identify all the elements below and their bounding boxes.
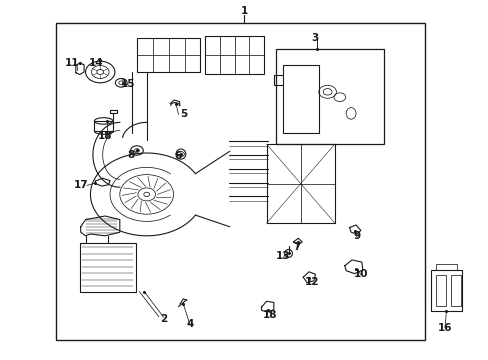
- Bar: [450, 275, 460, 306]
- Text: 2: 2: [160, 314, 167, 324]
- Text: 15: 15: [121, 78, 135, 89]
- Text: 8: 8: [127, 150, 134, 160]
- Bar: [94, 121, 113, 131]
- Bar: [435, 264, 456, 270]
- Bar: [276, 49, 383, 144]
- Text: 14: 14: [88, 58, 103, 68]
- Bar: [435, 275, 445, 306]
- Text: 13: 13: [275, 251, 289, 261]
- Text: 17: 17: [73, 180, 88, 190]
- Text: 4: 4: [185, 319, 193, 329]
- Bar: [430, 270, 461, 311]
- Bar: [137, 38, 200, 72]
- Text: 6: 6: [174, 150, 181, 161]
- Text: 12: 12: [304, 276, 319, 287]
- Text: 3: 3: [311, 33, 318, 43]
- Bar: [205, 36, 264, 74]
- Text: 1: 1: [241, 6, 247, 16]
- Text: 18: 18: [262, 310, 277, 320]
- Bar: [282, 65, 319, 133]
- Text: 5: 5: [180, 109, 186, 120]
- Text: 10: 10: [353, 269, 367, 279]
- Bar: [80, 243, 136, 292]
- Text: 9: 9: [353, 231, 360, 241]
- Text: 7: 7: [293, 242, 301, 252]
- Text: 16: 16: [437, 323, 451, 333]
- Bar: [266, 144, 334, 223]
- Text: 18: 18: [98, 131, 112, 141]
- Bar: [56, 23, 425, 340]
- Text: 11: 11: [65, 58, 80, 68]
